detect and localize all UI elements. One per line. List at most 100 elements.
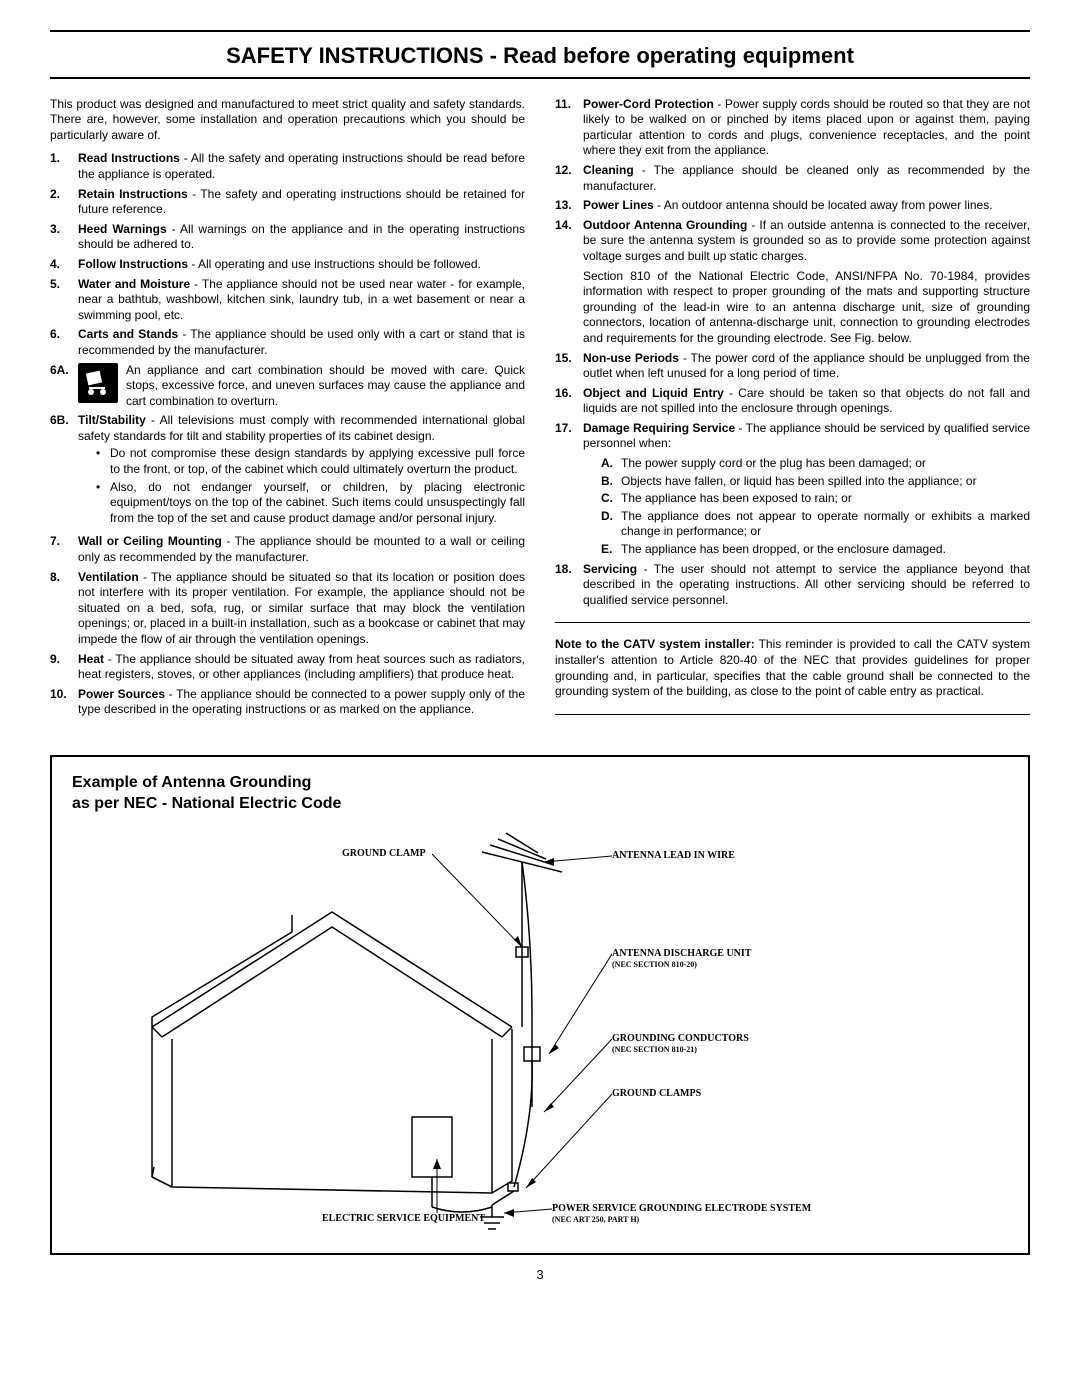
item-body: Follow Instructions - All operating and …	[78, 257, 525, 273]
sublist-text: Objects have fallen, or liquid has been …	[621, 474, 1030, 490]
item-number: 17.	[555, 421, 583, 452]
item-body: Cleaning - The appliance should be clean…	[583, 163, 1030, 194]
sublist-letter: C.	[601, 491, 621, 507]
item-number: 15.	[555, 351, 583, 382]
label-power-service: POWER SERVICE GROUNDING ELECTRODE SYSTEM…	[552, 1202, 811, 1225]
item-head: Power Sources	[78, 687, 165, 701]
item-number: 16.	[555, 386, 583, 417]
item-body: Retain Instructions - The safety and ope…	[78, 187, 525, 218]
item-6b-bullets: Do not compromise these design standards…	[78, 446, 525, 526]
item-head: Object and Liquid Entry	[583, 386, 724, 400]
item-head: Power Lines	[583, 198, 654, 212]
item-head: Follow Instructions	[78, 257, 188, 271]
title-rule	[50, 77, 1030, 79]
divider-1	[555, 622, 1030, 623]
list-item: 18.Servicing - The user should not attem…	[555, 562, 1030, 609]
item-body: Heed Warnings - All warnings on the appl…	[78, 222, 525, 253]
item-14-extra-row: Section 810 of the National Electric Cod…	[555, 269, 1030, 347]
list-item: 5.Water and Moisture - The appliance sho…	[50, 277, 525, 324]
item-body: Power Sources - The appliance should be …	[78, 687, 525, 718]
item-number: 9.	[50, 652, 78, 683]
label-ground-clamp-top: GROUND CLAMP	[342, 847, 426, 860]
item-6b-wrap: 6B. Tilt/Stability - All televisions mus…	[50, 413, 525, 530]
item-number: 5.	[50, 277, 78, 324]
item-body: Wall or Ceiling Mounting - The appliance…	[78, 534, 525, 565]
item-text: - The user should not attempt to service…	[583, 562, 1030, 607]
arrow-power-service	[502, 1205, 552, 1220]
diagram-title: Example of Antenna Grounding as per NEC …	[72, 773, 452, 815]
diagram-title-2: as per NEC - National Electric Code	[72, 794, 452, 815]
item-14-extra: Section 810 of the National Electric Cod…	[583, 269, 1030, 347]
item-6a-num: 6A.	[50, 363, 78, 410]
page-title: SAFETY INSTRUCTIONS - Read before operat…	[50, 42, 1030, 71]
item-text: - The appliance should be situated so th…	[78, 570, 525, 646]
sublist-text: The appliance does not appear to operate…	[621, 509, 1030, 540]
right-list-3: 18.Servicing - The user should not attem…	[555, 562, 1030, 609]
item-number: 14.	[555, 218, 583, 265]
item-body: Outdoor Antenna Grounding - If an outsid…	[583, 218, 1030, 265]
sublist-item: C.The appliance has been exposed to rain…	[601, 491, 1030, 507]
item-number: 3.	[50, 222, 78, 253]
list-item: 6.Carts and Stands - The appliance shoul…	[50, 327, 525, 358]
label-discharge-sec: (NEC SECTION 810-20)	[612, 960, 751, 970]
item-body: Ventilation - The appliance should be si…	[78, 570, 525, 648]
item-body: Power-Cord Protection - Power supply cor…	[583, 97, 1030, 159]
item-6b-body: Tilt/Stability - All televisions must co…	[78, 413, 525, 530]
sublist-letter: D.	[601, 509, 621, 540]
item-number: 11.	[555, 97, 583, 159]
item-number: 1.	[50, 151, 78, 182]
item-text: - All operating and use instructions sho…	[188, 257, 481, 271]
page-number: 3	[50, 1267, 1030, 1284]
top-rule	[50, 30, 1030, 32]
item-head: Carts and Stands	[78, 327, 178, 341]
item-body: Read Instructions - All the safety and o…	[78, 151, 525, 182]
label-conductors-text: GROUNDING CONDUCTORS	[612, 1033, 749, 1044]
label-power-service-sec: (NEC ART 250, PART H)	[552, 1215, 811, 1225]
label-ground-clamps: GROUND CLAMPS	[612, 1087, 701, 1100]
item-number: 18.	[555, 562, 583, 609]
sublist-letter: B.	[601, 474, 621, 490]
item-head: Cleaning	[583, 163, 634, 177]
diagram-title-1: Example of Antenna Grounding	[72, 773, 452, 794]
arrow-ground-clamps	[524, 1092, 612, 1192]
item-body: Object and Liquid Entry - Care should be…	[583, 386, 1030, 417]
list-item: 1.Read Instructions - All the safety and…	[50, 151, 525, 182]
list-item: 3.Heed Warnings - All warnings on the ap…	[50, 222, 525, 253]
item-6b-text: - All televisions must comply with recom…	[78, 413, 525, 443]
item-14-extra-spacer	[555, 269, 583, 347]
item-body: Non-use Periods - The power cord of the …	[583, 351, 1030, 382]
item-head: Water and Moisture	[78, 277, 190, 291]
item-body: Heat - The appliance should be situated …	[78, 652, 525, 683]
left-list: 1.Read Instructions - All the safety and…	[50, 151, 525, 358]
arrow-ground-clamp-top	[432, 852, 532, 952]
list-item: 13.Power Lines - An outdoor antenna shou…	[555, 198, 1030, 214]
item-17-sublist: A.The power supply cord or the plug has …	[555, 456, 1030, 558]
label-power-service-text: POWER SERVICE GROUNDING ELECTRODE SYSTEM	[552, 1203, 811, 1214]
item-6b-head: Tilt/Stability	[78, 413, 146, 427]
left-list-2: 7.Wall or Ceiling Mounting - The applian…	[50, 534, 525, 718]
label-discharge-text: ANTENNA DISCHARGE UNIT	[612, 948, 751, 959]
right-list: 11.Power-Cord Protection - Power supply …	[555, 97, 1030, 265]
item-body: Water and Moisture - The appliance shoul…	[78, 277, 525, 324]
cart-warning-icon-col	[78, 363, 126, 410]
cart-tip-icon	[78, 363, 118, 403]
item-6a: 6A. An appliance and cart combination sh…	[50, 363, 525, 410]
item-number: 13.	[555, 198, 583, 214]
item-head: Damage Requiring Service	[583, 421, 735, 435]
item-number: 6.	[50, 327, 78, 358]
sublist-item: B.Objects have fallen, or liquid has bee…	[601, 474, 1030, 490]
item-body: Power Lines - An outdoor antenna should …	[583, 198, 1030, 214]
sublist-letter: E.	[601, 542, 621, 558]
label-electric-service: ELECTRIC SERVICE EQUIPMENT	[322, 1212, 485, 1225]
list-item: 11.Power-Cord Protection - Power supply …	[555, 97, 1030, 159]
item-number: 12.	[555, 163, 583, 194]
item-body: Servicing - The user should not attempt …	[583, 562, 1030, 609]
item-text: - The appliance should be situated away …	[78, 652, 525, 682]
item-text: - An outdoor antenna should be located a…	[654, 198, 993, 212]
sublist-item: A.The power supply cord or the plug has …	[601, 456, 1030, 472]
item-head: Power-Cord Protection	[583, 97, 714, 111]
catv-note: Note to the CATV system installer: This …	[555, 637, 1030, 699]
item-body: Damage Requiring Service - The appliance…	[583, 421, 1030, 452]
list-item: 17.Damage Requiring Service - The applia…	[555, 421, 1030, 452]
item-head: Outdoor Antenna Grounding	[583, 218, 747, 232]
